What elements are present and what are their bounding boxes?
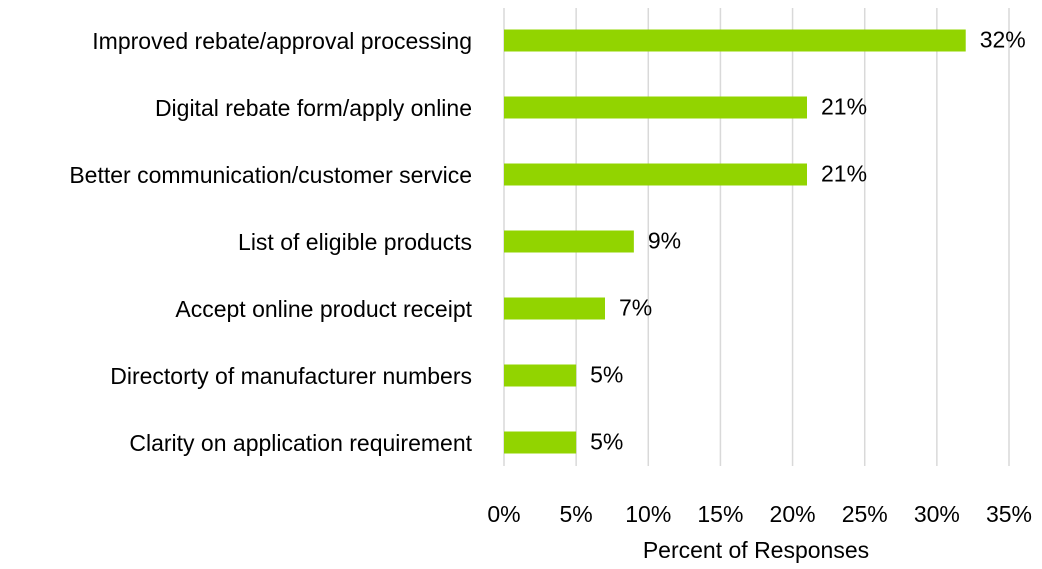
y-tick-label: Directorty of manufacturer numbers — [110, 362, 472, 389]
y-tick-label: Better communication/customer service — [69, 161, 472, 188]
data-label: 21% — [821, 94, 867, 120]
data-label: 5% — [590, 429, 623, 455]
bar — [504, 29, 966, 52]
y-tick-label: List of eligible products — [238, 228, 472, 255]
bar — [504, 297, 605, 320]
bar — [504, 230, 634, 253]
y-tick-label-box: Clarity on application requirement — [0, 413, 472, 473]
y-tick-label-box: Improved rebate/approval processing — [0, 11, 472, 71]
data-label: 21% — [821, 161, 867, 187]
bar — [504, 96, 807, 119]
x-tick-label: 15% — [697, 501, 743, 527]
y-tick-label-box: Digital rebate form/apply online — [0, 78, 472, 138]
x-tick-label: 25% — [842, 501, 888, 527]
y-tick-label: Accept online product receipt — [175, 295, 472, 322]
data-label: 32% — [980, 27, 1026, 53]
bar — [504, 431, 577, 454]
data-label: 7% — [619, 295, 652, 321]
x-tick-label: 0% — [487, 501, 520, 527]
x-tick-label: 20% — [770, 501, 816, 527]
x-tick-label: 10% — [625, 501, 671, 527]
data-label: 5% — [590, 362, 623, 388]
y-tick-label-box: Directorty of manufacturer numbers — [0, 346, 472, 406]
y-tick-label-box: Better communication/customer service — [0, 145, 472, 205]
y-tick-label-box: List of eligible products — [0, 212, 472, 272]
y-tick-label: Clarity on application requirement — [129, 429, 472, 456]
y-tick-label: Digital rebate form/apply online — [154, 94, 472, 121]
bar — [504, 163, 807, 186]
bar — [504, 364, 577, 387]
x-tick-label: 5% — [560, 501, 593, 527]
y-tick-label: Improved rebate/approval processing — [92, 27, 472, 54]
x-axis-title: Percent of Responses — [643, 537, 869, 563]
x-tick-label: 35% — [986, 501, 1032, 527]
x-tick-label: 30% — [914, 501, 960, 527]
data-label: 9% — [648, 228, 681, 254]
y-tick-label-box: Accept online product receipt — [0, 279, 472, 339]
